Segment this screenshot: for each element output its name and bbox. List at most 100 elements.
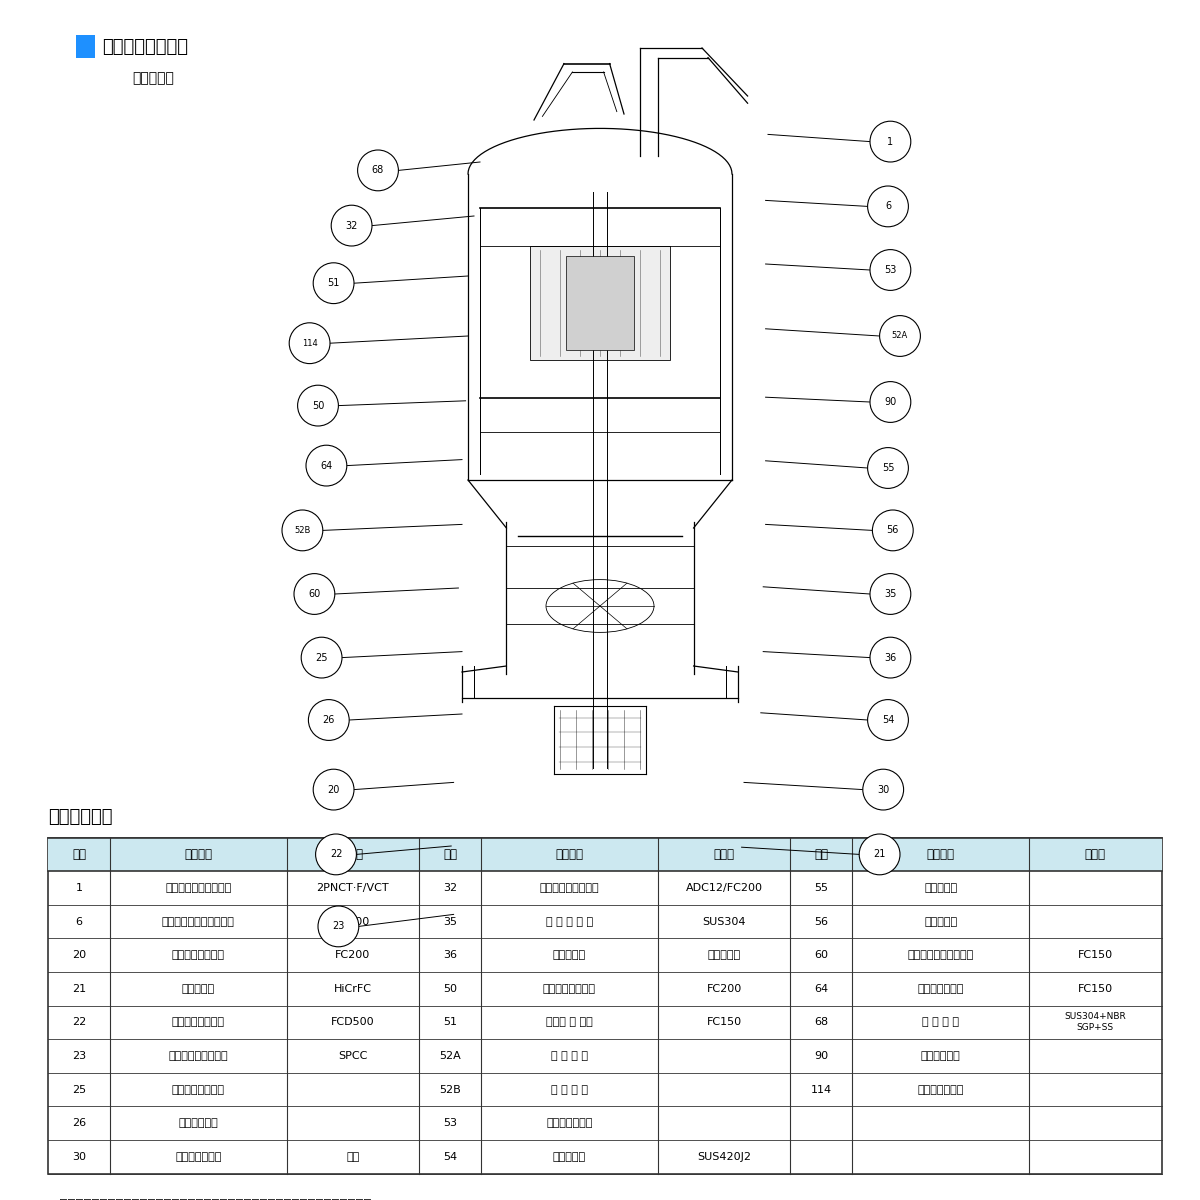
- Text: 20: 20: [328, 785, 340, 794]
- Text: 52B: 52B: [294, 526, 311, 535]
- Text: 6: 6: [884, 202, 892, 211]
- Circle shape: [289, 323, 330, 364]
- Circle shape: [863, 769, 904, 810]
- Circle shape: [358, 150, 398, 191]
- Text: 52B: 52B: [439, 1085, 461, 1094]
- Text: 6: 6: [76, 917, 83, 926]
- Text: 26: 26: [323, 715, 335, 725]
- Text: 材　質: 材 質: [714, 848, 734, 860]
- Text: 潤　滑　油: 潤 滑 油: [553, 950, 586, 960]
- Text: FC200: FC200: [335, 950, 371, 960]
- Circle shape: [301, 637, 342, 678]
- Text: 材　質: 材 質: [342, 848, 364, 860]
- Text: 55: 55: [882, 463, 894, 473]
- Circle shape: [308, 700, 349, 740]
- Bar: [48, 838, 1162, 871]
- Text: SUS304+NBR
SGP+SS: SUS304+NBR SGP+SS: [1064, 1013, 1126, 1032]
- Text: 注 油 プ ラ グ: 注 油 プ ラ グ: [546, 917, 593, 926]
- Text: タービン油: タービン油: [708, 950, 740, 960]
- Bar: [530, 246, 670, 360]
- Text: 30: 30: [72, 1152, 86, 1162]
- Text: 54: 54: [882, 715, 894, 725]
- Text: 自動運転形: 自動運転形: [132, 71, 174, 85]
- Text: メカニカルシール: メカニカルシール: [172, 1085, 224, 1094]
- Circle shape: [298, 385, 338, 426]
- Text: 品　　名: 品 名: [556, 848, 583, 860]
- Text: 68: 68: [372, 166, 384, 175]
- Text: キャブタイヤケーブル: キャブタイヤケーブル: [166, 883, 232, 893]
- Bar: [76, 35, 95, 58]
- Text: FC200: FC200: [707, 984, 742, 994]
- Text: 品名・材質表: 品名・材質表: [48, 808, 113, 826]
- Text: 35: 35: [443, 917, 457, 926]
- Bar: [48, 838, 1162, 1174]
- Text: 55: 55: [815, 883, 828, 893]
- Text: 23: 23: [72, 1051, 86, 1061]
- Text: 21: 21: [874, 850, 886, 859]
- Text: 材　質: 材 質: [1085, 848, 1106, 860]
- Text: SPCC: SPCC: [338, 1051, 367, 1061]
- Circle shape: [870, 250, 911, 290]
- Text: スタッフィングボックス: スタッフィングボックス: [162, 917, 235, 926]
- Text: 52A: 52A: [892, 331, 908, 341]
- Circle shape: [868, 186, 908, 227]
- Circle shape: [331, 205, 372, 246]
- Circle shape: [870, 637, 911, 678]
- Text: 22: 22: [330, 850, 342, 859]
- Text: FC150: FC150: [1078, 950, 1112, 960]
- Text: ハ ン ド ル: ハ ン ド ル: [922, 1018, 959, 1027]
- Text: 50: 50: [312, 401, 324, 410]
- Circle shape: [868, 448, 908, 488]
- Circle shape: [294, 574, 335, 614]
- Circle shape: [313, 769, 354, 810]
- Circle shape: [870, 121, 911, 162]
- Text: 51: 51: [328, 278, 340, 288]
- Text: 114: 114: [301, 338, 318, 348]
- Text: FC150: FC150: [1078, 984, 1112, 994]
- Text: 回　転　子: 回 転 子: [924, 883, 958, 893]
- Text: 60: 60: [815, 950, 828, 960]
- Text: 50: 50: [443, 984, 457, 994]
- Bar: [566, 256, 634, 350]
- Text: サクションカバー: サクションカバー: [172, 1018, 224, 1027]
- Text: リレーユニット: リレーユニット: [918, 1085, 964, 1094]
- Text: FC150: FC150: [707, 1018, 742, 1027]
- Circle shape: [316, 834, 356, 875]
- Text: 25: 25: [72, 1085, 86, 1094]
- Text: 固　定　子: 固 定 子: [924, 917, 958, 926]
- Text: 30: 30: [877, 785, 889, 794]
- Text: 1: 1: [887, 137, 894, 146]
- Text: 羽　根　車: 羽 根 車: [181, 984, 215, 994]
- Text: 23: 23: [332, 922, 344, 931]
- Text: ポンプケーシング: ポンプケーシング: [172, 950, 224, 960]
- Text: 1: 1: [76, 883, 83, 893]
- Text: 35: 35: [884, 589, 896, 599]
- Circle shape: [872, 510, 913, 551]
- Text: 品番: 品番: [72, 848, 86, 860]
- Text: 液面検出電極: 液面検出電極: [920, 1051, 960, 1061]
- Circle shape: [318, 906, 359, 947]
- Text: FCD500: FCD500: [331, 1018, 374, 1027]
- Text: FC200: FC200: [335, 917, 371, 926]
- Text: 品番: 品番: [443, 848, 457, 860]
- Text: ADC12/FC200: ADC12/FC200: [685, 883, 763, 893]
- Text: SUS420J2: SUS420J2: [697, 1152, 751, 1162]
- Text: 64: 64: [815, 984, 828, 994]
- Text: モータブラケット: モータブラケット: [542, 984, 596, 994]
- Text: 20: 20: [72, 950, 86, 960]
- Text: 51: 51: [443, 1018, 457, 1027]
- Text: 2PNCT·F/VCT: 2PNCT·F/VCT: [317, 883, 389, 893]
- Text: 64: 64: [320, 461, 332, 470]
- Text: 32: 32: [443, 883, 457, 893]
- Circle shape: [880, 316, 920, 356]
- Text: 樹脂: 樹脂: [347, 1152, 360, 1162]
- Text: 32: 32: [346, 221, 358, 230]
- Text: ストレーナスタンド: ストレーナスタンド: [168, 1051, 228, 1061]
- Text: 114: 114: [811, 1085, 832, 1094]
- Text: ヘッド カ バー: ヘッド カ バー: [546, 1018, 593, 1027]
- Text: 56: 56: [887, 526, 899, 535]
- Text: ホースカップリング: ホースカップリング: [540, 883, 599, 893]
- Text: オイルリフター: オイルリフター: [175, 1152, 222, 1162]
- Circle shape: [282, 510, 323, 551]
- Circle shape: [870, 382, 911, 422]
